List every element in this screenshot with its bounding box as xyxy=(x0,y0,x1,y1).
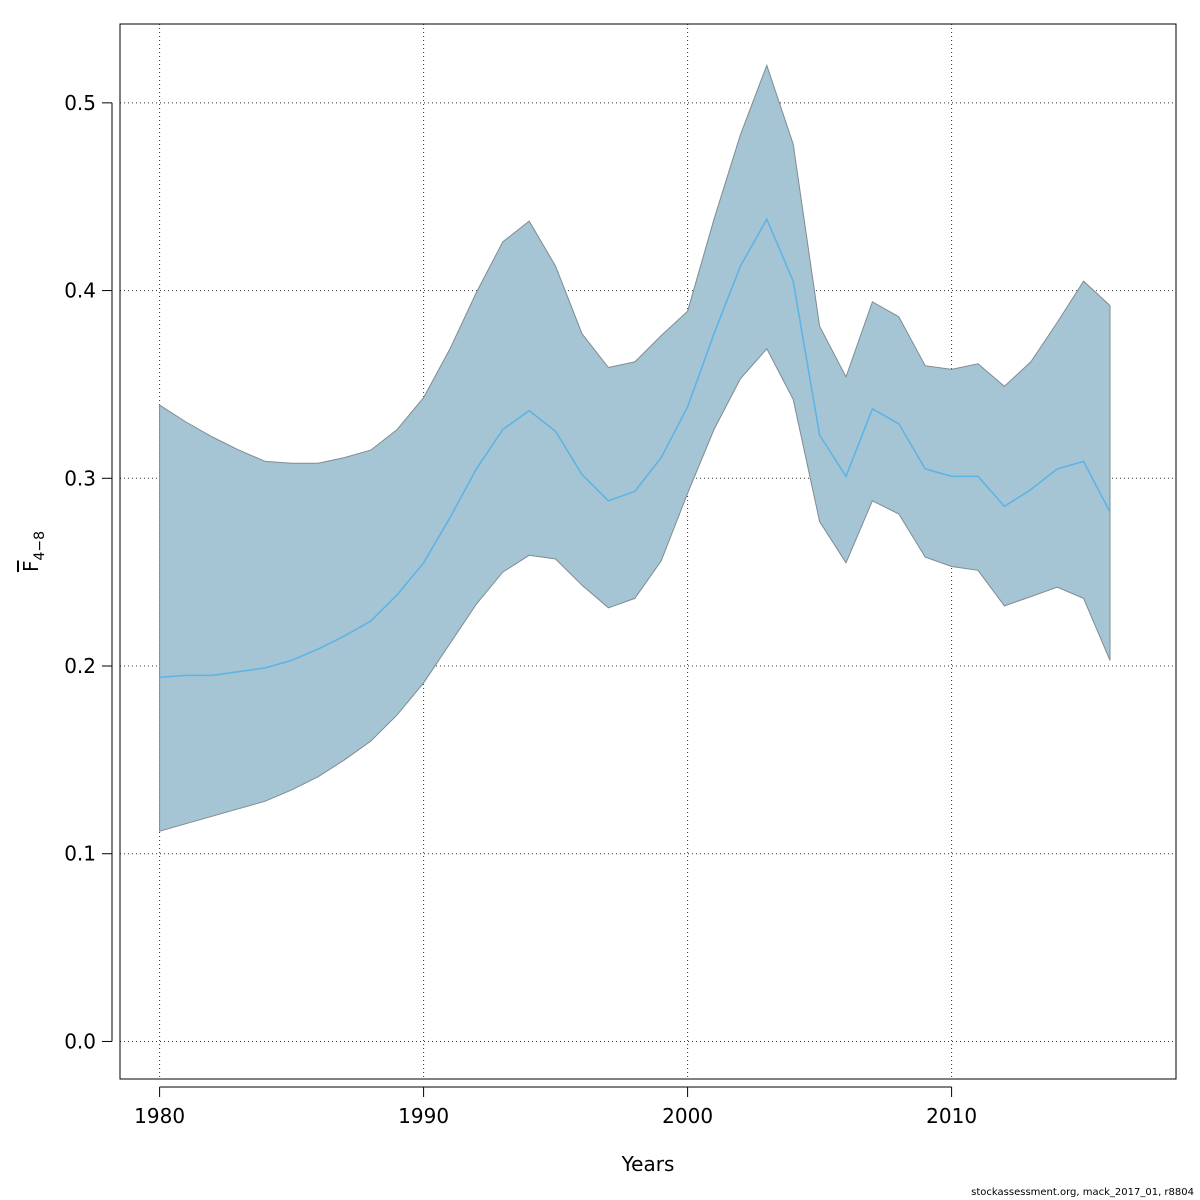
y-tick-label-0.5: 0.5 xyxy=(64,91,96,115)
y-tick-label-0.4: 0.4 xyxy=(64,279,96,303)
y-axis-title: F4−8 xyxy=(19,531,48,572)
y-axis-title-main: F xyxy=(19,561,43,573)
y-tick-label-0.1: 0.1 xyxy=(64,842,96,866)
y-tick-label-0.2: 0.2 xyxy=(64,654,96,678)
y-axis-title-subscript: 4−8 xyxy=(32,531,48,561)
x-axis: 1980 1990 2000 2010 xyxy=(134,1086,977,1128)
confidence-band xyxy=(159,63,1111,832)
x-axis-title: Years xyxy=(621,1152,675,1176)
y-axis: 0.0 0.1 0.2 0.3 0.4 0.5 xyxy=(64,91,113,1053)
y-tick-label-0.0: 0.0 xyxy=(64,1029,96,1053)
x-tick-label-1990: 1990 xyxy=(398,1104,449,1128)
plot-frame xyxy=(119,23,1177,1080)
estimate-line xyxy=(159,217,1111,679)
x-tick-label-2010: 2010 xyxy=(926,1104,977,1128)
footnote: stockassessment.org, mack_2017_01, r8804 xyxy=(971,1187,1194,1198)
x-tick-label-2000: 2000 xyxy=(662,1104,713,1128)
y-tick-label-0.3: 0.3 xyxy=(64,466,96,490)
x-tick-label-1980: 1980 xyxy=(134,1104,185,1128)
